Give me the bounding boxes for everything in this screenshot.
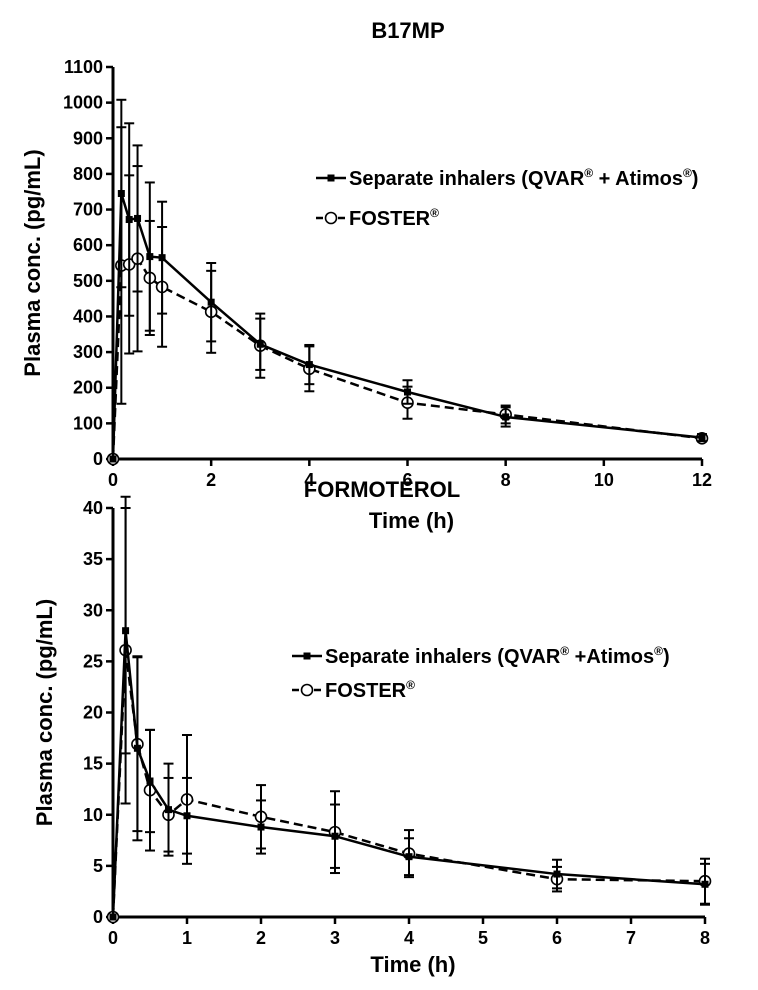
legend-text-part: ) bbox=[663, 646, 670, 668]
data-point-square bbox=[405, 853, 413, 861]
x-tick-label: 8 bbox=[501, 470, 511, 490]
y-axis-label: Plasma conc. (pg/mL) bbox=[20, 149, 45, 376]
chart-title: B17MP bbox=[371, 18, 444, 43]
x-tick-label: 5 bbox=[478, 928, 488, 948]
legend-text-part: Separate inhalers (QVAR bbox=[325, 646, 561, 668]
x-tick-label: 2 bbox=[256, 928, 266, 948]
x-tick-label: 1 bbox=[182, 928, 192, 948]
data-point-square bbox=[701, 880, 709, 888]
x-tick-label: 6 bbox=[402, 470, 412, 490]
x-tick-label: 2 bbox=[206, 470, 216, 490]
y-tick-label: 0 bbox=[93, 449, 103, 469]
x-tick-label: 4 bbox=[304, 470, 314, 490]
legend-text-part: Separate inhalers (QVAR bbox=[349, 168, 585, 190]
legend-label: FOSTER® bbox=[325, 678, 415, 702]
x-tick-label: 4 bbox=[404, 928, 414, 948]
legend-marker-circle bbox=[300, 683, 314, 697]
data-point-square bbox=[165, 806, 172, 814]
legend-marker-square bbox=[303, 652, 311, 660]
legend-text-part: FOSTER bbox=[325, 680, 407, 702]
y-tick-label: 700 bbox=[73, 200, 103, 220]
y-tick-label: 20 bbox=[83, 703, 103, 723]
y-tick-label: 500 bbox=[73, 271, 103, 291]
legend-text-part: +Atimos bbox=[569, 646, 654, 668]
data-point-square bbox=[117, 190, 125, 198]
data-point-square bbox=[109, 913, 117, 921]
legend: Separate inhalers (QVAR® + Atimos®)FOSTE… bbox=[316, 166, 698, 230]
x-tick-label: 0 bbox=[108, 928, 118, 948]
data-point-square bbox=[257, 823, 265, 831]
series-1 bbox=[109, 98, 707, 463]
chart-title: FORMOTEROL bbox=[304, 477, 460, 502]
data-point-square bbox=[183, 812, 191, 820]
y-tick-label: 200 bbox=[73, 378, 103, 398]
y-tick-label: 40 bbox=[83, 498, 103, 518]
y-tick-label: 300 bbox=[73, 342, 103, 362]
legend-reg-mark: ® bbox=[406, 678, 415, 692]
y-tick-label: 5 bbox=[93, 856, 103, 876]
y-tick-label: 600 bbox=[73, 235, 103, 255]
x-tick-label: 6 bbox=[552, 928, 562, 948]
y-tick-label: 1000 bbox=[63, 93, 103, 113]
data-point-square bbox=[331, 832, 339, 840]
y-tick-label: 0 bbox=[93, 907, 103, 927]
y-tick-label: 1100 bbox=[64, 57, 103, 77]
data-point-square bbox=[122, 627, 130, 635]
x-tick-label: 8 bbox=[700, 928, 710, 948]
legend-text-part: ) bbox=[692, 168, 699, 190]
data-point-square bbox=[146, 253, 154, 261]
series-1 bbox=[109, 507, 710, 921]
legend: Separate inhalers (QVAR® +Atimos®)FOSTER… bbox=[292, 644, 670, 702]
data-point-square bbox=[125, 216, 133, 224]
data-point-square bbox=[134, 214, 142, 222]
legend-marker-circle bbox=[324, 211, 338, 225]
x-axis-label: Time (h) bbox=[369, 508, 454, 533]
y-tick-label: 25 bbox=[83, 651, 103, 671]
data-point-square bbox=[109, 455, 117, 463]
legend-label: Separate inhalers (QVAR® + Atimos®) bbox=[349, 166, 698, 190]
y-tick-label: 100 bbox=[73, 413, 103, 433]
x-axis-label: Time (h) bbox=[370, 952, 455, 977]
legend-reg-mark: ® bbox=[430, 206, 439, 220]
data-point-square bbox=[256, 340, 264, 348]
legend-reg-mark: ® bbox=[560, 644, 569, 658]
data-point-square bbox=[502, 413, 510, 421]
y-tick-label: 15 bbox=[83, 754, 103, 774]
x-tick-label: 0 bbox=[108, 470, 118, 490]
data-point-square bbox=[305, 361, 313, 369]
x-tick-label: 10 bbox=[594, 470, 614, 490]
x-tick-label: 12 bbox=[692, 470, 712, 490]
y-tick-label: 10 bbox=[83, 805, 103, 825]
legend-reg-mark: ® bbox=[683, 166, 692, 180]
y-tick-label: 30 bbox=[83, 600, 103, 620]
y-tick-label: 35 bbox=[83, 549, 103, 569]
y-axis-label: Plasma conc. (pg/mL) bbox=[32, 599, 57, 826]
data-point-square bbox=[133, 744, 141, 752]
data-point-square bbox=[207, 298, 215, 306]
legend-reg-mark: ® bbox=[584, 166, 593, 180]
chart-panel-1: B17MP01002003004005006007008009001000110… bbox=[20, 18, 712, 533]
y-tick-label: 900 bbox=[73, 128, 103, 148]
y-tick-label: 800 bbox=[73, 164, 103, 184]
data-point-square bbox=[158, 254, 166, 262]
data-point-square bbox=[553, 870, 561, 878]
series-line bbox=[111, 193, 703, 460]
legend-marker-square bbox=[327, 174, 335, 182]
data-point-square bbox=[404, 388, 411, 396]
y-tick-label: 400 bbox=[73, 306, 103, 326]
data-point-square bbox=[698, 434, 706, 442]
x-tick-label: 7 bbox=[626, 928, 636, 948]
legend-reg-mark: ® bbox=[654, 644, 663, 658]
legend-text-part: + Atimos bbox=[593, 168, 683, 190]
chart-panel-2: FORMOTEROL 0 5 10 15 20 25 30 35 40 0 1 2 3 4 5 6 7 8 Time … bbox=[32, 477, 712, 977]
legend-label: Separate inhalers (QVAR® +Atimos®) bbox=[325, 644, 670, 668]
legend-text-part: FOSTER bbox=[349, 208, 431, 230]
legend-label: FOSTER® bbox=[349, 206, 439, 230]
x-tick-label: 3 bbox=[330, 928, 340, 948]
data-point-square bbox=[146, 777, 154, 785]
